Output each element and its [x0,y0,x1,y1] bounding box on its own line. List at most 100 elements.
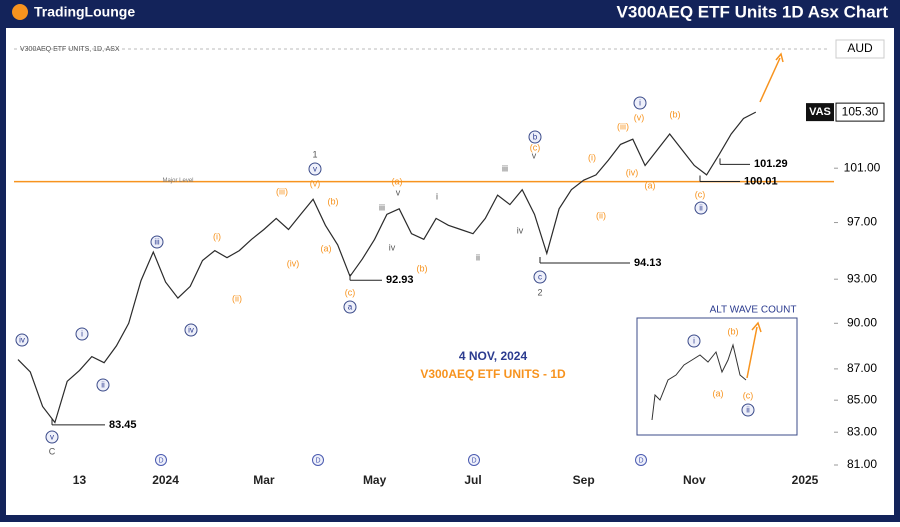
wave-label: v [313,165,317,174]
wave-label: i [81,330,83,339]
wave-label: 2 [537,287,542,297]
x-tick-label: 13 [73,473,87,487]
wave-label: i [436,191,438,201]
wave-label: iv [517,225,524,235]
wave-label: ii [746,406,750,415]
wave-label: iv [19,336,25,345]
projection-arrow [759,57,781,103]
y-tick-label: 93.00 [847,271,877,285]
wave-label: iii [502,163,508,173]
currency-box [835,39,885,59]
wave-circle [150,235,164,249]
x-tick-label: Jul [464,473,481,487]
y-tick-label: 101.00 [844,160,881,174]
wave-circle [75,327,89,341]
dividend-label: D [315,457,320,464]
y-tick-label: 97.00 [847,215,877,229]
wave-circle [96,378,110,392]
alt-arrow [746,326,758,379]
alt-count-sketch [651,343,747,421]
wave-label: v [396,187,401,197]
x-tick-label: 2025 [792,473,819,487]
wave-circle [741,403,755,417]
wave-circle [528,130,542,144]
wave-circle [45,430,59,444]
logo-icon [12,4,28,20]
x-tick-label: 2024 [152,473,179,487]
wave-label: v [50,433,54,442]
wave-label: ii [476,252,480,262]
wave-label: (c) [345,287,356,297]
wave-label: (iv) [287,258,300,268]
wave-label: ii [699,204,703,213]
last-price-box [835,102,885,122]
wave-label: (a) [321,243,332,253]
level-label: 100.01 [744,175,778,187]
wave-label: (a) [392,176,403,186]
major-level-label: Major Level [162,178,193,184]
wave-label: (iii) [617,121,629,131]
wave-label: (b) [728,326,739,336]
wave-circle [343,300,357,314]
wave-label: (v) [310,178,321,188]
wave-label: (i) [588,152,596,162]
wave-label: C [49,446,56,456]
symbol-box [806,103,834,122]
dividend-marker [468,454,480,466]
x-tick-label: Nov [683,473,706,487]
last-price: 105.30 [842,104,879,118]
page-title: V300AEQ ETF Units 1D Asx Chart [617,2,889,21]
wave-circle [694,201,708,215]
wave-label: iv [188,326,194,335]
symbol: VAS [809,106,831,118]
wave-label: i [639,99,641,108]
wave-label: v [532,150,537,160]
instrument: V300AEQ ETF UNITS, 1D, ASX [20,46,120,53]
level-label: 83.45 [109,419,137,431]
logo: TradingLounge [34,4,135,20]
wave-label: a [348,303,353,312]
wave-label: (ii) [232,293,242,303]
wave-circle [308,162,322,176]
y-tick-label: 85.00 [847,392,877,406]
wave-label: (b) [328,196,339,206]
wave-label: iii [379,202,385,212]
wave-circle [15,333,29,347]
wave-label: (a) [645,180,656,190]
annotation-date: 4 NOV, 2024 [459,349,528,363]
alt-count-box [636,317,798,436]
y-tick-label: 87.00 [847,361,877,375]
dividend-label: D [471,457,476,464]
wave-label: (c) [695,189,706,199]
level-label: 101.29 [754,158,788,170]
wave-label: i [693,337,695,346]
y-tick-label: 83.00 [847,424,877,438]
dividend-marker [312,454,324,466]
x-tick-label: Sep [573,473,595,487]
wave-label: (v) [634,112,645,122]
wave-label: (c) [530,142,541,152]
y-tick-label: 90.00 [847,315,877,329]
level-label: 94.13 [634,257,662,269]
wave-circle [184,323,198,337]
wave-circle [633,96,647,110]
wave-label: (b) [417,263,428,273]
dividend-marker [155,454,167,466]
dividend-label: D [638,457,643,464]
wave-circle [533,270,547,284]
arrowhead [775,52,784,63]
wave-label: (a) [713,388,724,398]
price-line [17,111,757,424]
wave-label: ii [101,381,105,390]
alt-count-title: ALT WAVE COUNT [710,305,797,316]
wave-circle [687,334,701,348]
annotation-name: V300AEQ ETF UNITS - 1D [420,367,566,381]
wave-label: (c) [743,390,754,400]
alt-arrowhead [751,321,762,333]
wave-label: (iii) [276,186,288,196]
currency: AUD [847,41,873,55]
wave-label: (i) [213,231,221,241]
y-tick-label: 81.00 [847,457,877,471]
level-label: 92.93 [386,274,414,286]
